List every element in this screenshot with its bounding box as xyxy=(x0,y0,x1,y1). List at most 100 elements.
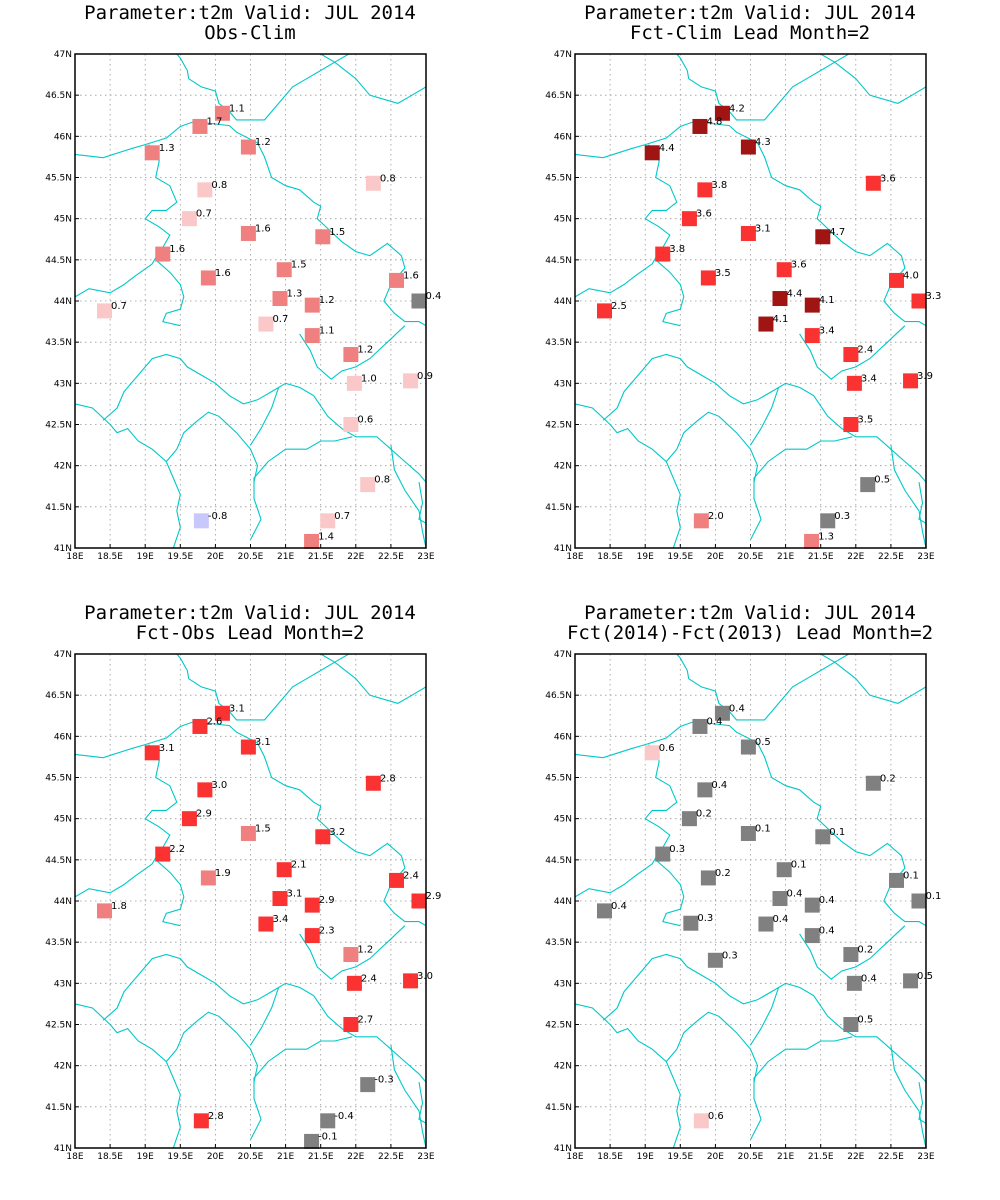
border-line xyxy=(418,1082,426,1124)
station-marker xyxy=(96,303,112,319)
y-tick-label: 43N xyxy=(554,979,572,989)
y-tick-label: 46.5N xyxy=(545,691,572,701)
station-marker xyxy=(911,893,927,909)
x-tick-label: 21E xyxy=(777,1152,794,1162)
station-value-label: 2.3 xyxy=(319,926,335,937)
border-line xyxy=(602,353,926,483)
border-line xyxy=(102,953,426,1083)
x-tick-label: 22.5E xyxy=(878,552,904,562)
border-line xyxy=(165,1011,259,1083)
station-marker xyxy=(697,182,713,198)
border-line xyxy=(250,1036,353,1141)
station-value-label: 0.1 xyxy=(829,827,845,838)
station-value-label: 3.9 xyxy=(917,371,933,382)
y-tick-label: 43N xyxy=(54,379,72,389)
station-marker xyxy=(304,1133,320,1149)
station-value-label: 4.1 xyxy=(819,295,835,306)
border-line xyxy=(575,403,681,548)
station-value-label: 3.1 xyxy=(229,703,245,714)
x-tick-label: 18.5E xyxy=(597,552,623,562)
station-value-label: 0.2 xyxy=(715,868,731,879)
station-value-label: 2.4 xyxy=(403,870,419,881)
station-value-label: 1.2 xyxy=(255,137,271,148)
station-value-label: 2.5 xyxy=(611,301,627,312)
y-tick-label: 42.5N xyxy=(545,421,572,431)
x-tick-label: 19.5E xyxy=(667,552,693,562)
station-value-label: 3.4 xyxy=(272,914,288,925)
station-marker xyxy=(860,477,876,493)
station-value-label: 3.4 xyxy=(861,373,877,384)
station-value-label: 3.0 xyxy=(211,780,227,791)
station-marker xyxy=(865,775,881,791)
x-tick-label: 19E xyxy=(637,552,654,562)
station-marker xyxy=(911,293,927,309)
x-tick-label: 22E xyxy=(847,552,864,562)
station-value-label: 2.4 xyxy=(361,973,377,984)
x-tick-label: 19E xyxy=(137,552,154,562)
station-value-label: 0.8 xyxy=(374,475,390,486)
station-value-label: 2.9 xyxy=(196,809,212,820)
border-line xyxy=(676,54,850,121)
station-value-label: 0.3 xyxy=(697,913,713,924)
station-value-label: 3.5 xyxy=(857,415,873,426)
station-value-label: -0.3 xyxy=(374,1075,394,1086)
border-line xyxy=(750,387,780,446)
station-marker xyxy=(343,1017,359,1032)
x-tick-label: 20E xyxy=(207,1152,224,1162)
station-marker xyxy=(758,316,774,332)
station-value-label: 0.1 xyxy=(925,891,941,902)
station-value-label: 1.8 xyxy=(111,901,127,912)
y-tick-label: 44.5N xyxy=(545,856,572,866)
border-line xyxy=(390,1045,426,1148)
station-marker xyxy=(411,293,427,309)
station-value-label: 3.1 xyxy=(755,223,771,234)
station-marker xyxy=(697,782,713,798)
station-marker xyxy=(403,973,419,989)
station-value-label: 1.3 xyxy=(286,289,302,300)
x-tick-label: 22.5E xyxy=(378,1152,404,1162)
border-line xyxy=(890,1045,926,1148)
y-tick-label: 43.5N xyxy=(45,938,72,948)
border-line xyxy=(575,251,660,298)
station-marker xyxy=(360,1077,376,1093)
station-value-label: 1.5 xyxy=(329,227,345,238)
border-line xyxy=(602,953,926,1083)
station-marker xyxy=(740,139,756,155)
border-line xyxy=(144,144,185,327)
station-value-label: 2.0 xyxy=(708,511,724,522)
y-tick-label: 45N xyxy=(54,215,72,225)
y-tick-label: 44N xyxy=(554,897,572,907)
map-plot: 4.2 4.8 4.4 4.3 3.8 3.6 3.6 3.1 4.7 3.8 3.6 3.5 4.0 4… xyxy=(545,50,941,562)
border-line xyxy=(799,925,906,980)
y-tick-label: 43.5N xyxy=(545,338,572,348)
station-marker xyxy=(758,916,774,932)
station-value-label: 0.4 xyxy=(861,973,877,984)
station-value-label: 0.1 xyxy=(755,823,771,834)
y-tick-label: 42N xyxy=(54,1062,72,1072)
station-value-label: 1.4 xyxy=(318,531,334,542)
station-value-label: 1.3 xyxy=(818,531,834,542)
station-marker xyxy=(843,947,859,963)
border-lines xyxy=(75,654,426,1148)
station-value-label: 4.7 xyxy=(829,227,845,238)
x-tick-label: 21E xyxy=(277,552,294,562)
x-tick-label: 20E xyxy=(707,552,724,562)
station-value-label: 3.6 xyxy=(880,173,896,184)
y-tick-label: 46N xyxy=(554,132,572,142)
station-marker xyxy=(740,739,756,755)
border-line xyxy=(176,654,350,721)
station-marker xyxy=(903,373,919,389)
y-tick-label: 42.5N xyxy=(45,1021,72,1031)
y-tick-label: 42N xyxy=(554,1062,572,1072)
panel-title: Parameter:t2m Valid: JUL 2014 xyxy=(84,602,416,624)
station-marker xyxy=(155,846,171,862)
station-marker xyxy=(815,829,831,845)
x-tick-label: 22.5E xyxy=(378,552,404,562)
station-marker xyxy=(181,811,197,827)
station-value-label: 0.7 xyxy=(196,209,212,220)
station-value-label: 3.8 xyxy=(669,244,685,255)
station-marker xyxy=(846,975,862,991)
station-value-label: 0.1 xyxy=(903,870,919,881)
station-value-label: 3.2 xyxy=(329,827,345,838)
station-marker xyxy=(320,513,336,529)
